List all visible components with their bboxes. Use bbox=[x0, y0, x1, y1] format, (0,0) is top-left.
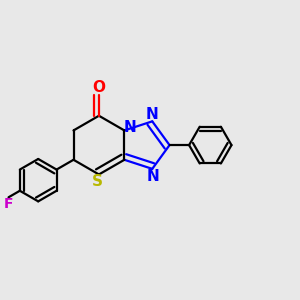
Text: N: N bbox=[146, 169, 159, 184]
Text: S: S bbox=[92, 174, 103, 189]
Text: O: O bbox=[92, 80, 105, 95]
Text: N: N bbox=[124, 120, 136, 135]
Text: N: N bbox=[146, 107, 159, 122]
Text: F: F bbox=[4, 197, 13, 212]
